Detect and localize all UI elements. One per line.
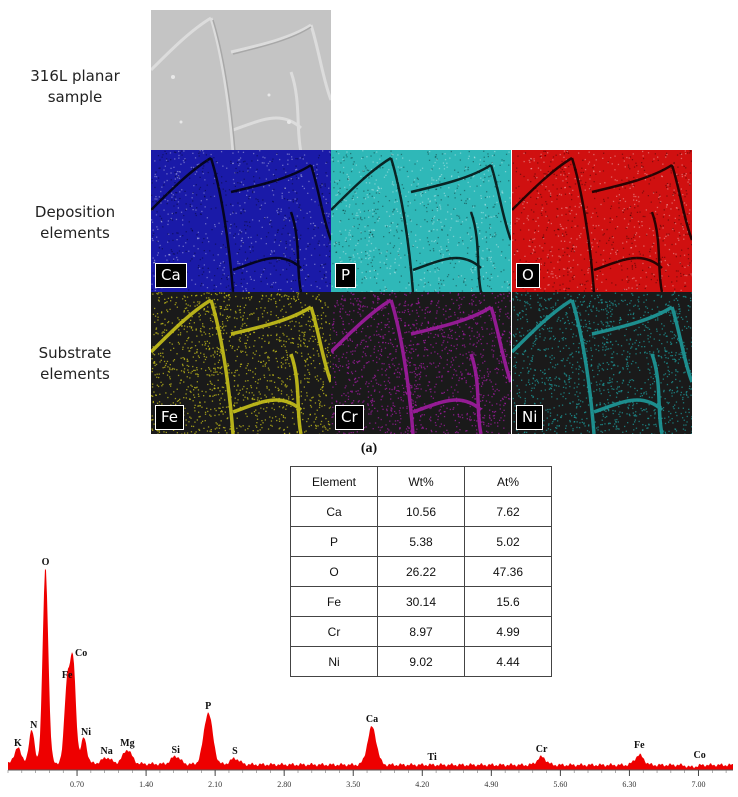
p-map: P: [331, 150, 511, 292]
table-cell: P: [290, 526, 378, 557]
deposition-row-label-line2: elements: [40, 224, 110, 242]
spectrum-area: [8, 568, 733, 770]
figure-caption: (a): [360, 441, 378, 456]
spectrum-peak-label: S: [232, 746, 238, 757]
spectrum-peak-label: P: [205, 701, 211, 712]
spectrum-tick-label: 4.20: [415, 780, 429, 789]
table-cell: 30.14: [377, 586, 465, 617]
ca-map-label: Ca: [155, 263, 187, 288]
table-cell: Cr: [290, 616, 378, 647]
fe-map-graphic: [151, 292, 331, 434]
o-map: O: [512, 150, 692, 292]
spectrum-peak-label: Co: [693, 750, 705, 761]
ni-map: Ni: [512, 292, 692, 434]
o-map-graphic: [512, 150, 692, 292]
deposition-row-label: Deposition elements: [0, 202, 150, 244]
p-map-label: P: [335, 263, 357, 288]
substrate-row-label-line1: Substrate: [38, 344, 112, 362]
substrate-row-label-line2: elements: [40, 365, 110, 383]
table-row: Ni 9.02 4.44: [290, 646, 552, 677]
table-cell: 26.22: [377, 556, 465, 587]
deposition-row-label-line1: Deposition: [34, 203, 116, 221]
spectrum-peak-label: Co: [75, 648, 87, 659]
sem-image: [151, 10, 331, 152]
table-cell: 15.6: [464, 586, 552, 617]
sem-row-label-line2: sample: [47, 88, 103, 106]
table-header-row: Element Wt% At%: [290, 466, 552, 497]
table-cell: Ni: [290, 646, 378, 677]
table-row: Ca 10.56 7.62: [290, 496, 552, 527]
spectrum-tick-label: 6.30: [622, 780, 636, 789]
table-cell: Ca: [290, 496, 378, 527]
spectrum-tick-label: 2.10: [208, 780, 222, 789]
table-cell: 10.56: [377, 496, 465, 527]
table-cell: 7.62: [464, 496, 552, 527]
composition-table: Element Wt% At% Ca 10.56 7.62 P 5.38 5.0…: [290, 466, 552, 677]
cr-map-label: Cr: [335, 405, 364, 430]
fe-map-label: Fe: [155, 405, 185, 430]
spectrum-tick-label: 2.80: [277, 780, 291, 789]
spectrum-peak-label: Fe: [634, 740, 645, 751]
spectrum-peak-label: N: [30, 720, 38, 731]
sem-row-label-line1: 316L planar: [30, 67, 120, 85]
table-header-cell: Element: [290, 466, 378, 497]
eds-spectrum-chart: 0.70 1.40 2.10 2.80 3.50 4.20 4.90 5.60 6.30 7.00…: [7, 557, 733, 789]
p-map-graphic: [331, 150, 511, 292]
table-cell: 47.36: [464, 556, 552, 587]
spectrum-tick-label: 1.40: [139, 780, 153, 789]
spectrum-tick-label: 5.60: [553, 780, 567, 789]
spectrum-peak-label: Na: [100, 746, 112, 757]
substrate-row-label: Substrate elements: [0, 343, 150, 385]
spectrum-peak-label: Mg: [120, 738, 134, 749]
table-row: O 26.22 47.36: [290, 556, 552, 587]
spectrum-tick-label: 4.90: [484, 780, 498, 789]
spectrum-tick-label: 7.00: [691, 780, 705, 789]
spectrum-peak-label: Cr: [536, 744, 548, 755]
sem-image-graphic: [151, 10, 331, 152]
table-row: P 5.38 5.02: [290, 526, 552, 557]
cr-map: Cr: [331, 292, 511, 434]
spectrum-peak-label: Ti: [427, 752, 436, 763]
spectrum-peak-label: Ca: [366, 714, 378, 725]
spectrum-peak-label: Fe: [62, 670, 73, 681]
table-row: Cr 8.97 4.99: [290, 616, 552, 647]
spectrum-peak-label: Ni: [81, 727, 91, 738]
o-map-label: O: [516, 263, 540, 288]
table-header-cell: Wt%: [377, 466, 465, 497]
spectrum-peak-label: O: [42, 557, 50, 568]
fe-map: Fe: [151, 292, 331, 434]
table-cell: 5.02: [464, 526, 552, 557]
spectrum-peak-label: Si: [172, 745, 181, 756]
spectrum-tick-label: 0.70: [70, 780, 84, 789]
ca-map-graphic: [151, 150, 331, 292]
sem-row-label: 316L planar sample: [0, 66, 150, 108]
spectrum-tick-label: 3.50: [346, 780, 360, 789]
ca-map: Ca: [151, 150, 331, 292]
table-cell: O: [290, 556, 378, 587]
table-header-cell: At%: [464, 466, 552, 497]
table-cell: 4.44: [464, 646, 552, 677]
ni-map-label: Ni: [516, 405, 544, 430]
spectrum-peak-label: K: [14, 738, 22, 749]
